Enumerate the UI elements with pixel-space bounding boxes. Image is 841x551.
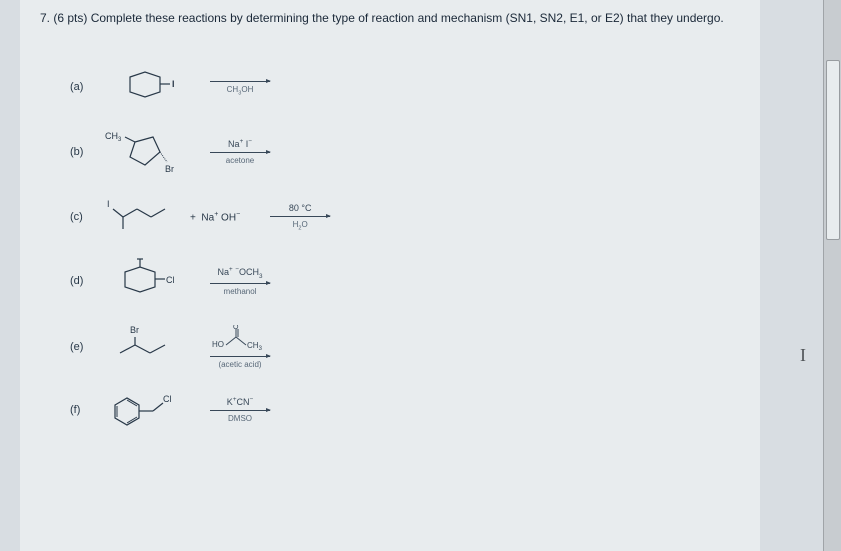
scrollbar[interactable]: [823, 0, 841, 551]
arrow-icon: [210, 152, 270, 153]
item-a: (a) I CH3OH: [70, 67, 740, 107]
scroll-thumb[interactable]: [826, 60, 840, 240]
top-reagent: Na+ −OCH3: [218, 266, 263, 280]
item-label: (d): [70, 275, 100, 287]
svg-text:I: I: [107, 199, 110, 209]
svg-text:I: I: [172, 79, 175, 89]
arrow-icon: [210, 356, 270, 357]
bottom-reagent: DMSO: [228, 414, 252, 423]
arrow-icon: [270, 216, 330, 217]
page-container: 7. (6 pts) Complete these reactions by d…: [20, 0, 760, 551]
reagents-d: Na+ −OCH3 methanol: [210, 266, 270, 296]
svg-text:Cl: Cl: [166, 275, 175, 285]
top-reagent: K+CN−: [227, 396, 253, 407]
item-label: (e): [70, 341, 100, 353]
plus-reagent: + Na+ OH−: [190, 211, 240, 223]
item-d: (d) Cl Na+ −OCH3 methanol: [70, 257, 740, 305]
item-label: (f): [70, 404, 100, 416]
items-container: (a) I CH3OH (b) CH3: [70, 67, 740, 430]
item-e: (e) Br HO O: [70, 325, 740, 370]
top-reagent: Na+ I−: [228, 138, 252, 149]
reagent-row-c: + Na+ OH− 80 °C H2O: [190, 203, 330, 232]
bottom-reagent: (acetic acid): [218, 360, 261, 369]
reagents-c: 80 °C H2O: [270, 203, 330, 232]
structure-d: Cl: [100, 257, 190, 305]
question-body: Complete these reactions by determining …: [91, 11, 724, 25]
svg-text:HO: HO: [212, 340, 224, 349]
bottom-reagent: acetone: [226, 156, 254, 165]
item-label: (a): [70, 81, 100, 93]
bottom-reagent: CH3OH: [227, 85, 254, 97]
arrow-icon: [210, 410, 270, 411]
arrow-icon: [210, 81, 270, 82]
reagents-b: Na+ I− acetone: [210, 138, 270, 165]
structure-e: Br: [100, 325, 190, 370]
svg-text:Br: Br: [130, 325, 139, 335]
reagents-a: CH3OH: [210, 78, 270, 97]
svg-text:Br: Br: [165, 164, 174, 174]
item-c: (c) I + Na+ OH− 80 °C H2O: [70, 197, 740, 237]
structure-f: Cl: [100, 390, 190, 430]
item-label: (b): [70, 146, 100, 158]
arrow-icon: [210, 283, 270, 284]
text-cursor-icon: I: [800, 345, 806, 366]
structure-a: I: [100, 67, 190, 107]
reagents-e: HO O CH3 (acetic acid): [210, 325, 270, 369]
top-reagent: 80 °C: [289, 203, 312, 213]
svg-text:Cl: Cl: [163, 394, 172, 404]
question-number: 7.: [40, 11, 50, 25]
item-label: (c): [70, 211, 100, 223]
item-f: (f) Cl K+CN− DMSO: [70, 390, 740, 430]
reagents-f: K+CN− DMSO: [210, 396, 270, 423]
structure-b: CH3 Br: [100, 127, 190, 177]
question-points: (6 pts): [53, 11, 87, 25]
top-reagent: HO O CH3: [210, 325, 270, 353]
structure-c: I: [100, 197, 190, 237]
question-text: 7. (6 pts) Complete these reactions by d…: [40, 10, 740, 27]
svg-text:CH3: CH3: [105, 131, 122, 143]
svg-text:O: O: [233, 325, 239, 331]
svg-text:CH3: CH3: [247, 341, 263, 351]
bottom-reagent: H2O: [293, 220, 308, 232]
bottom-reagent: methanol: [224, 287, 257, 296]
item-b: (b) CH3 Br Na+ I− acetone: [70, 127, 740, 177]
